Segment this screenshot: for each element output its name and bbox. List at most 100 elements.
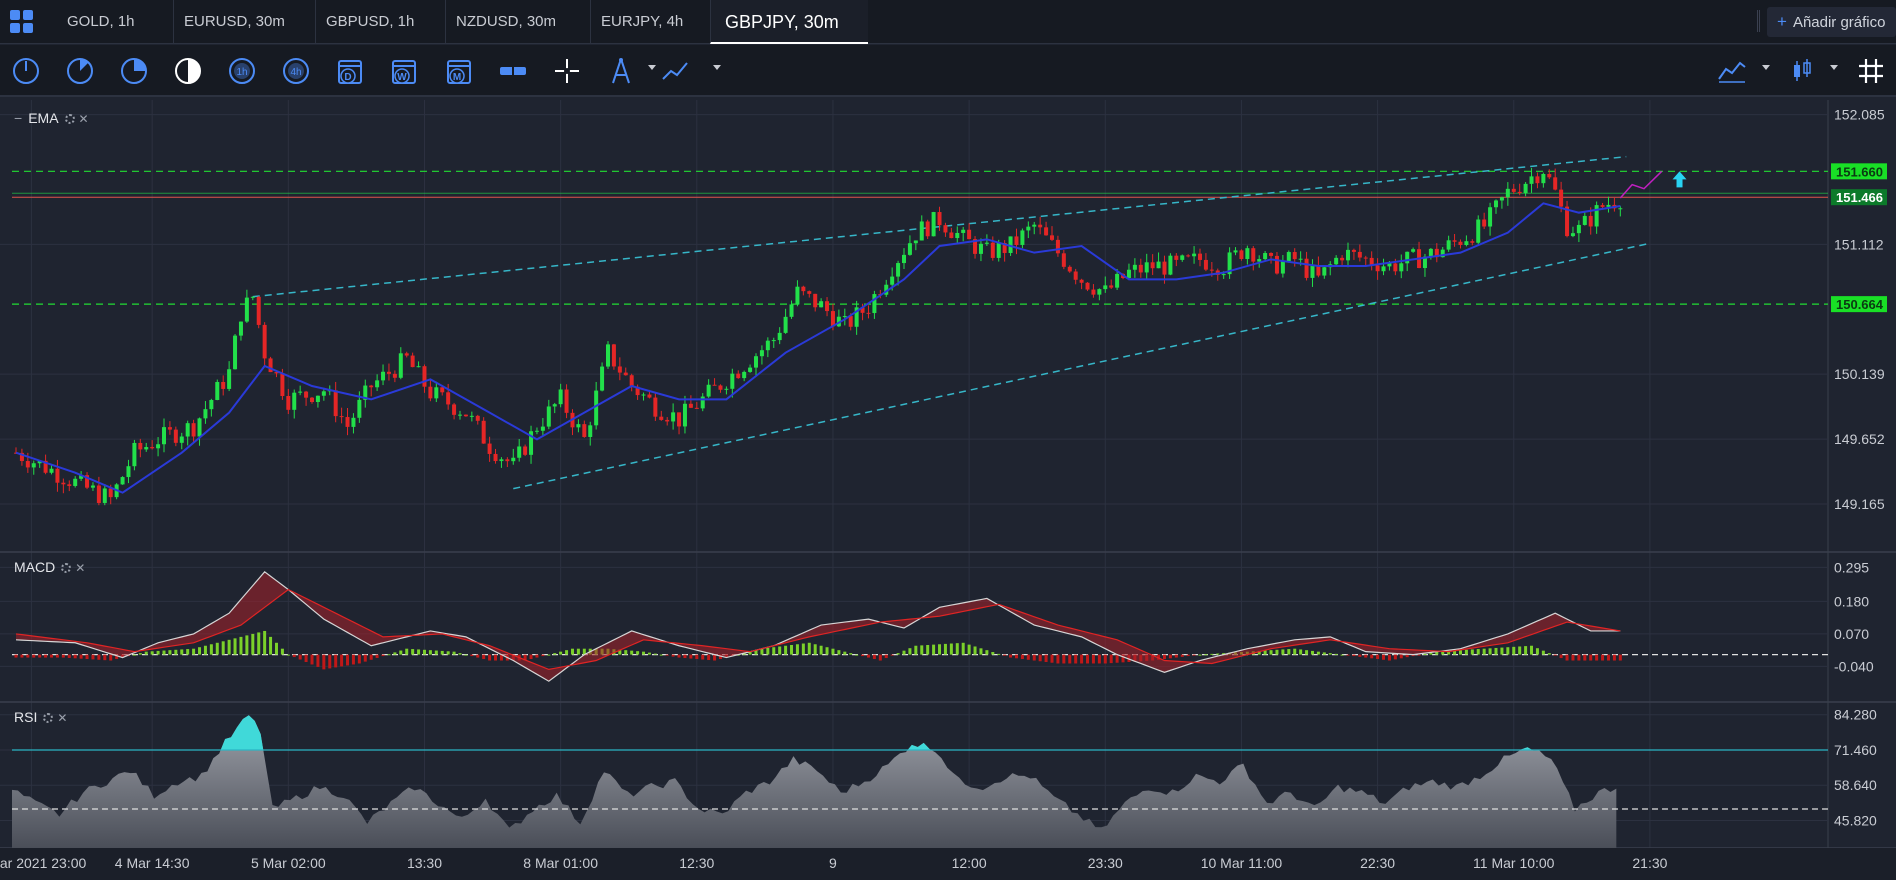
candle-body	[688, 403, 693, 408]
candle-body	[931, 212, 936, 237]
macd-hist-bar	[689, 654, 693, 659]
candle-body	[422, 366, 427, 387]
candle-body	[967, 229, 972, 240]
macd-hist-bar	[115, 654, 119, 660]
candle-body	[1002, 242, 1007, 254]
tab-gbpusd[interactable]: GBPUSD, 1h	[315, 0, 424, 44]
close-icon[interactable]: ✕	[75, 561, 86, 575]
tab-gold[interactable]: GOLD, 1h	[67, 13, 135, 30]
macd-hist-bar	[677, 654, 681, 658]
dropdown-caret-icon[interactable]	[1762, 65, 1770, 70]
crosshair-icon[interactable]	[551, 55, 583, 87]
macd-hist-bar	[1423, 653, 1427, 655]
candle-body	[49, 468, 54, 473]
pen-icon[interactable]	[605, 55, 637, 87]
macd-hist-bar	[1606, 654, 1610, 661]
rsi-y-tick-label: 45.820	[1834, 812, 1877, 828]
main-y-tick-label: 149.165	[1834, 496, 1885, 512]
candle-body	[221, 381, 226, 389]
dropdown-caret-icon[interactable]	[648, 65, 656, 70]
chart-canvas[interactable]: 152.085 151.112 150.139 149.652 149.165 151.6…	[0, 100, 1896, 880]
macd-hist-bar	[458, 653, 462, 655]
macd-hist-bar	[1293, 648, 1297, 655]
add-chart-button[interactable]: + Añadir gráfico	[1767, 7, 1896, 37]
macd-hist-bar	[1281, 649, 1285, 655]
candle-body	[819, 301, 824, 308]
candle-body	[37, 460, 42, 464]
macd-hist-bar	[861, 654, 865, 657]
macd-hist-bar	[1447, 650, 1451, 655]
macd-hist-bar	[422, 649, 426, 655]
plus-icon: +	[1777, 12, 1787, 31]
candle-body	[1452, 240, 1457, 242]
candle-body	[907, 243, 912, 255]
clock-1-icon[interactable]	[10, 55, 42, 87]
candle-body	[534, 430, 539, 432]
macd-hist-bar	[322, 654, 326, 670]
settings-icon[interactable]	[64, 114, 75, 125]
macd-hist-bar	[872, 654, 876, 660]
candle-type-icon[interactable]	[1786, 55, 1818, 87]
candle-body	[185, 423, 190, 437]
candle-body	[31, 463, 36, 468]
candle-body	[1476, 219, 1481, 243]
week-calendar-icon[interactable]: W	[388, 55, 420, 87]
macd-hist-bar	[1275, 649, 1279, 655]
close-icon[interactable]: ✕	[57, 711, 68, 725]
candle-body	[1203, 259, 1208, 270]
ruler-icon[interactable]	[497, 55, 529, 87]
candle-body	[1079, 279, 1084, 283]
four-hour-icon[interactable]: 4h	[280, 55, 312, 87]
settings-icon[interactable]	[61, 563, 72, 574]
candle-body	[493, 453, 498, 462]
macd-hist-bar	[1382, 654, 1386, 660]
macd-hist-bar	[162, 650, 166, 655]
dropdown-caret-icon[interactable]	[713, 65, 721, 70]
current-price-badge	[1831, 189, 1887, 206]
macd-hist-bar	[695, 654, 699, 660]
candle-body	[712, 384, 717, 386]
candle-body	[523, 446, 528, 455]
candle-body	[730, 373, 735, 389]
macd-hist-bar	[1530, 645, 1534, 655]
chart-type-line-icon[interactable]	[1716, 55, 1748, 87]
macd-hist-bar	[1494, 647, 1498, 655]
close-icon[interactable]: ✕	[78, 112, 89, 126]
macd-hist-bar	[819, 645, 823, 655]
candle-body	[144, 447, 149, 450]
macd-hist-bar	[203, 645, 207, 655]
macd-hist-bar	[55, 654, 59, 658]
svg-text:D: D	[344, 72, 351, 83]
macd-hist-bar	[428, 650, 432, 655]
clock-3-icon[interactable]	[118, 55, 150, 87]
tab-eurjpy[interactable]: EURJPY, 4h	[590, 0, 693, 44]
dropdown-caret-icon[interactable]	[1830, 65, 1838, 70]
settings-icon[interactable]	[43, 713, 54, 724]
tab-gbpjpy[interactable]: GBPJPY, 30m	[710, 0, 868, 44]
tab-nzdusd[interactable]: NZDUSD, 30m	[445, 0, 566, 44]
one-hour-icon[interactable]: 1h	[226, 55, 258, 87]
candle-body	[61, 482, 66, 485]
macd-hist-bar	[286, 654, 290, 656]
macd-pane-label: MACD ✕	[14, 559, 85, 575]
layout-grid-icon[interactable]	[10, 10, 34, 34]
candle-body	[256, 296, 261, 325]
macd-hist-bar	[1458, 650, 1462, 655]
grid-icon[interactable]	[1855, 55, 1887, 87]
day-calendar-icon[interactable]: D	[334, 55, 366, 87]
tabs-scroll-handle[interactable]	[1757, 10, 1760, 32]
month-calendar-icon[interactable]: M	[443, 55, 475, 87]
candle-body	[1150, 262, 1155, 269]
projection-line	[1619, 170, 1663, 199]
candle-body	[961, 229, 966, 233]
clock-2-icon[interactable]	[64, 55, 96, 87]
candle-body	[949, 232, 954, 239]
macd-hist-bar	[351, 654, 355, 665]
tab-eurusd[interactable]: EURUSD, 30m	[173, 0, 295, 44]
candle-body	[244, 297, 249, 322]
rsi-y-tick-label: 84.280	[1834, 707, 1877, 723]
half-circle-icon[interactable]	[172, 55, 204, 87]
trend-line-icon[interactable]	[659, 55, 691, 87]
macd-hist-bar	[1411, 654, 1415, 657]
macd-hist-bar	[653, 653, 657, 655]
